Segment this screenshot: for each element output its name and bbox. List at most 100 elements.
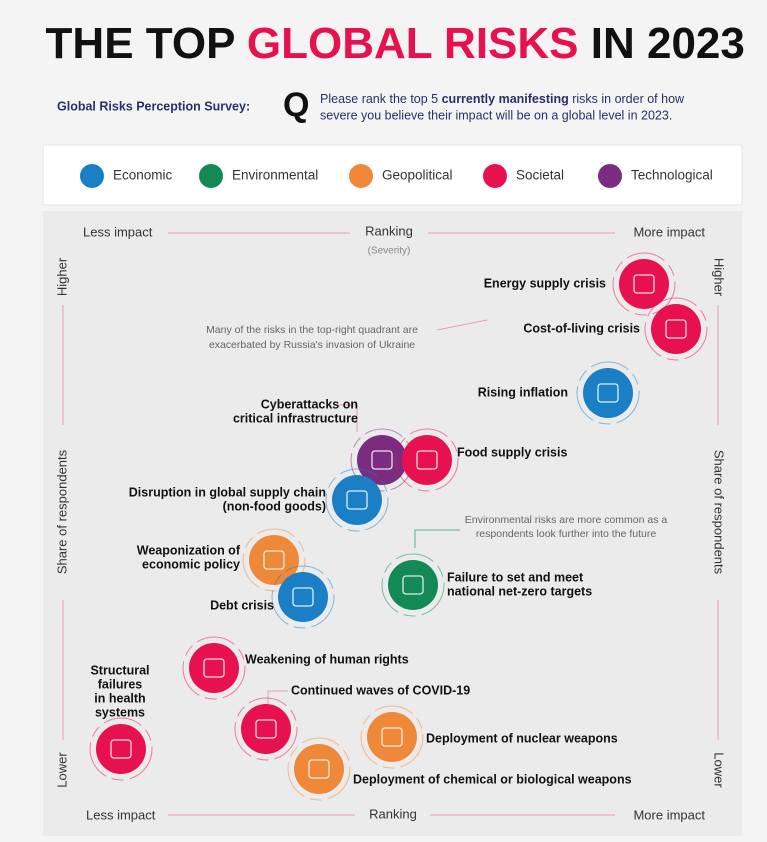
- risk-label: critical infrastructure: [233, 411, 358, 425]
- risk-ring: [234, 697, 298, 761]
- axis-label: Higher: [54, 257, 69, 296]
- axis-label: Less impact: [83, 224, 153, 239]
- risk-ring: [576, 361, 640, 425]
- axis-title: Ranking: [365, 223, 413, 238]
- axis-label: Less impact: [86, 807, 156, 822]
- annotation: Environmental risks are more common as a: [465, 514, 668, 526]
- risk-icon: [110, 739, 132, 759]
- survey-line2: severe you believe their impact will be …: [320, 108, 672, 122]
- risk-icon: [597, 383, 619, 403]
- survey-text: Please rank the top 5: [320, 92, 442, 106]
- risk-bubble: [357, 435, 407, 485]
- risk-label: Food supply crisis: [457, 445, 567, 459]
- risk-ring: [242, 528, 306, 592]
- axis-title: Ranking: [369, 806, 417, 821]
- risk-icon: [416, 450, 438, 470]
- survey-bold: currently manifesting: [442, 92, 569, 106]
- title-post: IN 2023: [591, 19, 745, 68]
- risk-bubble: [294, 744, 344, 794]
- risk-bubble: [278, 572, 328, 622]
- annotation: exacerbated by Russia's invasion of Ukra…: [209, 339, 415, 351]
- survey-label: Global Risks Perception Survey:: [57, 99, 250, 113]
- risk-ring: [182, 636, 246, 700]
- risk-label: Failure to set and meet: [447, 570, 584, 584]
- title-highlight: GLOBAL RISKS: [247, 19, 579, 68]
- risk-label: national net-zero targets: [447, 584, 592, 598]
- risk-ring: [612, 252, 676, 316]
- axis-label: Lower: [54, 752, 69, 788]
- risk-label: Energy supply crisis: [484, 276, 606, 290]
- risk-icon: [255, 719, 277, 739]
- axis-subtitle: (Severity): [368, 246, 411, 257]
- leader-line: [267, 690, 288, 704]
- risk-icon: [292, 587, 314, 607]
- leader-line: [338, 404, 358, 432]
- risk-bubble: [619, 259, 669, 309]
- axis-lines: [62, 232, 719, 816]
- legend-swatch: [598, 164, 622, 188]
- risk-icon: [665, 319, 687, 339]
- risk-ring: [395, 428, 459, 492]
- risk-label: Cyberattacks on: [261, 397, 358, 411]
- axis-label: More impact: [633, 224, 705, 239]
- risk-ring: [89, 717, 153, 781]
- risk-ring: [325, 468, 389, 532]
- annotation: Many of the risks in the top-right quadr…: [206, 324, 418, 336]
- risk-label: Disruption in global supply chain: [129, 485, 326, 499]
- annotation-arrow: [414, 529, 460, 548]
- axis-title: Share of respondents: [712, 450, 727, 575]
- risk-icon: [371, 450, 393, 470]
- risk-label: Structural: [90, 663, 149, 677]
- risk-bubble: [367, 712, 417, 762]
- annotation-arrow: [436, 319, 488, 331]
- risk-label: Cost-of-living crisis: [523, 321, 640, 335]
- risk-label: Weaponization of: [137, 543, 241, 557]
- risk-icon: [381, 727, 403, 747]
- risk-ring: [360, 705, 424, 769]
- risk-bubble: [651, 304, 701, 354]
- risk-icon: [633, 274, 655, 294]
- legend-swatch: [349, 164, 373, 188]
- risk-ring: [644, 297, 708, 361]
- risk-icon: [263, 550, 285, 570]
- risk-bubble: [249, 535, 299, 585]
- axis-label: Higher: [712, 258, 727, 297]
- annotation: respondents look further into the future: [476, 528, 657, 540]
- risk-bubble: [96, 724, 146, 774]
- risk-ring: [381, 553, 445, 617]
- risk-label: in health: [94, 691, 145, 705]
- legend-swatch: [199, 164, 223, 188]
- risk-icon: [402, 575, 424, 595]
- risk-ring: [287, 737, 351, 801]
- legend-label: Technological: [631, 168, 713, 183]
- survey-line1: Please rank the top 5 currently manifest…: [320, 92, 685, 106]
- legend-label: Environmental: [232, 168, 318, 183]
- survey-text: risks in order of how: [569, 92, 685, 106]
- risk-label: economic policy: [142, 557, 240, 571]
- risk-label: Rising inflation: [478, 385, 568, 399]
- legend-label: Geopolitical: [382, 168, 453, 183]
- risk-icon: [308, 759, 330, 779]
- axis-label: More impact: [633, 807, 705, 822]
- risk-bubble: [189, 643, 239, 693]
- survey-q: Q: [283, 86, 309, 124]
- risk-label: systems: [95, 705, 145, 719]
- risk-label: Continued waves of COVID-19: [291, 683, 470, 697]
- title: THE TOP GLOBAL RISKS IN 2023: [0, 19, 767, 68]
- risk-label: failures: [98, 677, 143, 691]
- legend-box: [42, 144, 743, 206]
- risk-label: (non-food goods): [223, 499, 326, 513]
- risk-bubble: [332, 475, 382, 525]
- risk-label: Debt crisis: [210, 598, 274, 612]
- legend-label: Economic: [113, 168, 173, 183]
- title-pre: THE TOP: [46, 19, 235, 68]
- risk-bubble: [583, 368, 633, 418]
- legend-label: Societal: [516, 168, 564, 183]
- risk-icon: [346, 490, 368, 510]
- risk-bubble: [388, 560, 438, 610]
- risk-label: Deployment of chemical or biological wea…: [353, 772, 632, 786]
- risk-ring: [271, 565, 335, 629]
- legend-swatch: [80, 164, 104, 188]
